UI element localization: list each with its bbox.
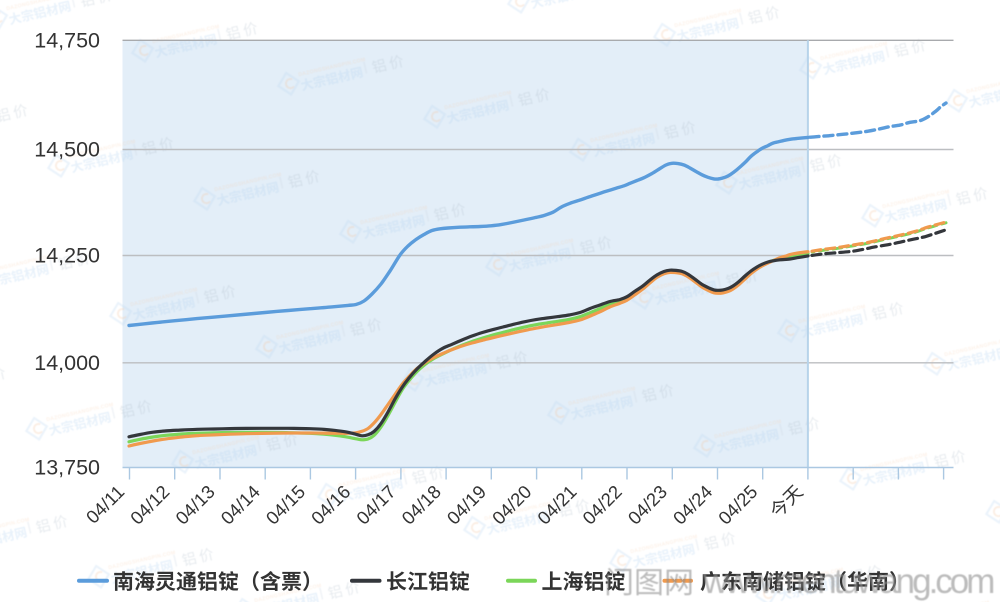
svg-text:14,000: 14,000	[34, 351, 100, 375]
svg-text:www.mentuwang.com: www.mentuwang.com	[702, 562, 993, 601]
svg-text:14,750: 14,750	[34, 28, 100, 52]
svg-text:13,750: 13,750	[34, 456, 100, 480]
svg-text:14,500: 14,500	[34, 138, 100, 162]
svg-text:14,250: 14,250	[34, 244, 100, 268]
